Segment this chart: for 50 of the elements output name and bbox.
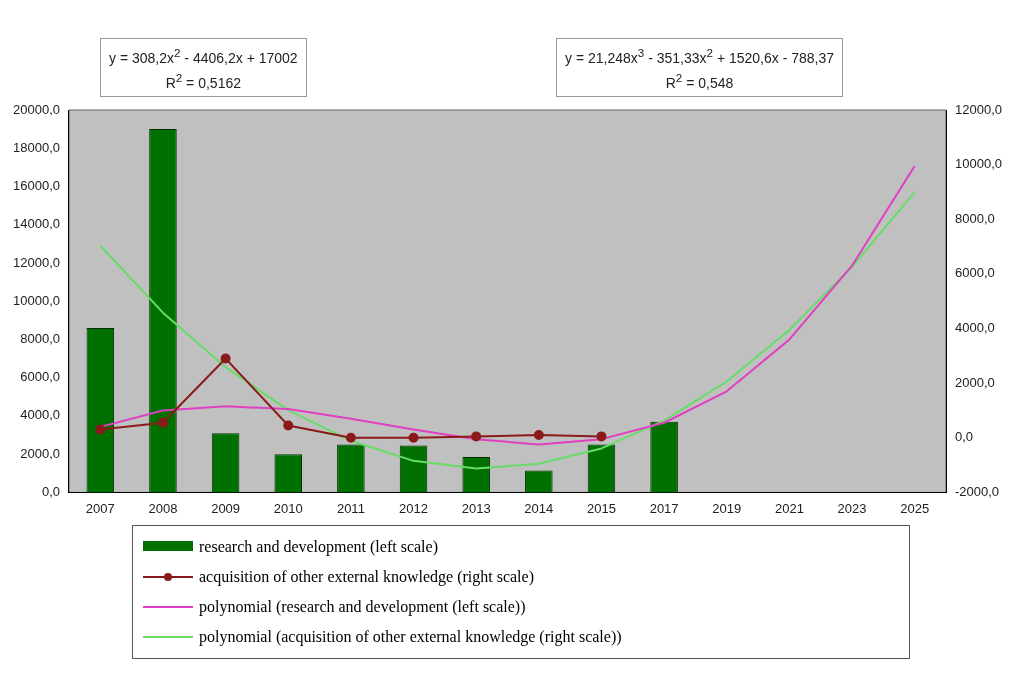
x-tick-label: 2014 <box>524 500 554 516</box>
point <box>220 353 231 364</box>
y2-tick-label: 10000,0 <box>955 156 1003 172</box>
text: R$^{2}$ = 0,548 <box>664 69 735 93</box>
y-tick-label: 0,0 <box>41 483 60 499</box>
y-tick-label: 10000,0 <box>12 292 60 308</box>
legend-label: polynomial (acquisition of other external knowledge (right scale)) <box>199 628 622 646</box>
y-tick-label: 20000,0 <box>12 101 60 117</box>
text: R$^{2}$ = 0,5162 <box>164 69 242 93</box>
y-tick-label: 6000,0 <box>20 369 60 385</box>
y-tick-label: 12000,0 <box>12 254 60 270</box>
y-tick-label: 2000,0 <box>20 445 60 461</box>
y-tick-label: 18000,0 <box>12 139 60 155</box>
x-tick-label: 2021 <box>774 500 804 516</box>
x-tick-label: 2007 <box>85 500 115 516</box>
y-tick-label: 14000,0 <box>12 216 60 232</box>
point <box>157 417 168 428</box>
legend-label: acquisition of other external knowledge (right scale) <box>199 568 534 586</box>
x-tick-label: 2008 <box>148 500 178 516</box>
y-tick-label: 4000,0 <box>20 407 60 423</box>
y2-tick-label: 6000,0 <box>955 265 995 281</box>
x-tick-label: 2011 <box>336 500 365 516</box>
x-tick-label: 2017 <box>649 500 679 516</box>
point <box>345 432 356 443</box>
text: y = 308,2x$^{2}$ - 4406,2x + 17002 <box>109 45 298 68</box>
legend-label: polynomial (research and development (left scale)) <box>199 598 526 616</box>
y2-tick-label: 12000,0 <box>955 101 1003 117</box>
x-tick-label: 2012 <box>399 500 428 516</box>
text: y = 21,248x$^{3}$ - 351,33x$^{2}$ + 1520,6x - 788,37 <box>565 45 835 68</box>
point <box>471 431 482 442</box>
y2-tick-label: 0,0 <box>955 429 974 445</box>
y2-tick-label: -2000,0 <box>955 483 1000 499</box>
x-tick-label: 2009 <box>211 500 241 516</box>
y-tick-label: 16000,0 <box>12 178 60 194</box>
point <box>95 424 106 435</box>
x-tick-label: 2019 <box>712 500 742 516</box>
x-tick-label: 2013 <box>461 500 491 516</box>
point <box>533 430 544 441</box>
y2-tick-label: 4000,0 <box>955 320 995 336</box>
x-tick-label: 2025 <box>900 500 930 516</box>
point <box>408 432 419 443</box>
x-tick-label: 2015 <box>587 500 616 516</box>
y2-tick-label: 8000,0 <box>955 210 995 226</box>
point <box>283 420 294 431</box>
point <box>596 431 607 442</box>
legend-label: research and development (left scale) <box>199 538 438 556</box>
x-tick-label: 2023 <box>837 500 867 516</box>
y-tick-label: 8000,0 <box>20 331 60 347</box>
y2-tick-label: 2000,0 <box>955 374 995 390</box>
x-tick-label: 2010 <box>273 500 303 516</box>
